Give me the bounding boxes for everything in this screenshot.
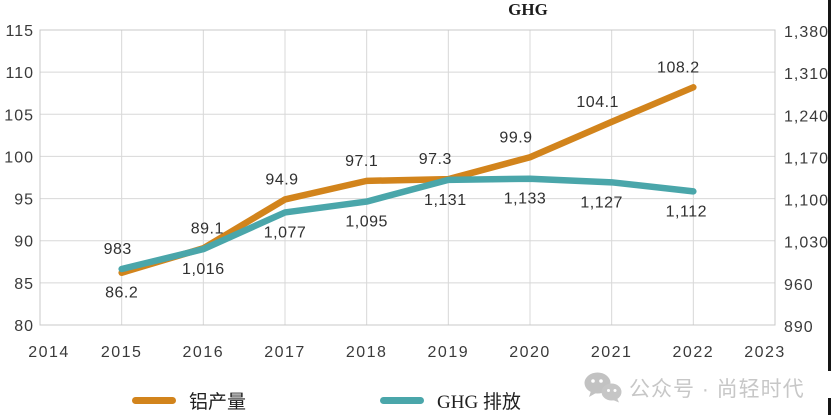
svg-text:2015: 2015 — [101, 344, 143, 361]
svg-text:1,016: 1,016 — [182, 261, 225, 278]
svg-text:2017: 2017 — [264, 344, 306, 361]
legend-item-aluminum: 铝产量 — [132, 387, 246, 414]
legend-label-aluminum: 铝产量 — [189, 392, 247, 413]
svg-text:86.2: 86.2 — [105, 285, 138, 302]
svg-text:2019: 2019 — [428, 344, 470, 361]
svg-text:1,310: 1,310 — [784, 66, 829, 83]
svg-text:1,095: 1,095 — [345, 214, 388, 231]
screen-edge-artifact-top — [828, 0, 831, 371]
svg-text:97.1: 97.1 — [345, 153, 378, 170]
svg-text:890: 890 — [784, 319, 814, 336]
screen-edge-artifact-bottom — [828, 398, 831, 415]
legend-swatch-ghg — [380, 397, 424, 404]
watermark-text: 公众号 · 尚轻时代 — [629, 377, 805, 401]
right-axis-labels: 1,380 1,310 1,240 1,170 1,100 1,030 960 890 — [784, 24, 829, 336]
svg-text:1,112: 1,112 — [666, 203, 707, 220]
svg-text:110: 110 — [5, 65, 34, 82]
svg-text:99.9: 99.9 — [499, 129, 532, 146]
x-axis-labels: 2014 2015 2016 2017 2018 2019 2020 2021 2022 2023 — [28, 344, 786, 361]
gridlines — [39, 29, 776, 326]
svg-text:960: 960 — [784, 277, 814, 294]
svg-text:1,077: 1,077 — [264, 224, 307, 241]
series-line-ghg — [118, 175, 697, 273]
svg-text:108.2: 108.2 — [657, 59, 700, 76]
data-labels-aluminum: 86.2 89.1 94.9 97.1 97.3 99.9 104.1 108.2 — [105, 59, 700, 302]
svg-text:2021: 2021 — [591, 344, 633, 361]
left-axis-labels: 115 110 105 100 95 90 85 80 — [4, 23, 34, 335]
svg-text:1,133: 1,133 — [504, 191, 547, 208]
svg-text:1,127: 1,127 — [580, 194, 623, 211]
line-chart: 115 110 105 100 95 90 85 80 1,380 1,310 1,240 1,170… — [4, 23, 829, 361]
svg-text:85: 85 — [14, 276, 34, 293]
svg-text:983: 983 — [104, 241, 132, 258]
svg-text:115: 115 — [5, 23, 34, 40]
svg-text:1,170: 1,170 — [784, 150, 829, 167]
legend-swatch-aluminum — [132, 397, 176, 404]
svg-text:97.3: 97.3 — [419, 151, 452, 168]
legend-label-ghg: GHG 排放 — [437, 392, 521, 413]
chart-title: GHG — [508, 0, 548, 19]
svg-text:1,380: 1,380 — [784, 24, 829, 41]
svg-text:105: 105 — [4, 107, 34, 124]
svg-text:90: 90 — [14, 234, 34, 251]
svg-text:2018: 2018 — [346, 344, 388, 361]
svg-text:95: 95 — [14, 192, 34, 209]
svg-text:2014: 2014 — [28, 344, 70, 361]
svg-text:80: 80 — [14, 318, 34, 335]
svg-text:104.1: 104.1 — [576, 94, 619, 111]
svg-text:1,240: 1,240 — [784, 108, 829, 125]
svg-text:94.9: 94.9 — [265, 171, 298, 188]
svg-text:2022: 2022 — [673, 344, 715, 361]
wechat-icon — [584, 372, 622, 403]
svg-text:2016: 2016 — [183, 344, 225, 361]
svg-text:100: 100 — [4, 149, 34, 166]
watermark: 公众号 · 尚轻时代 — [584, 372, 805, 403]
svg-text:89.1: 89.1 — [191, 220, 224, 237]
legend-item-ghg: GHG 排放 — [380, 387, 521, 414]
svg-text:1,100: 1,100 — [784, 193, 829, 210]
data-labels-ghg: 983 1,016 1,077 1,095 1,131 1,133 1,127 1,112 — [104, 191, 707, 278]
svg-text:2023: 2023 — [744, 344, 786, 361]
svg-text:1,131: 1,131 — [424, 192, 467, 209]
svg-text:2020: 2020 — [509, 344, 551, 361]
svg-text:1,030: 1,030 — [784, 235, 829, 252]
